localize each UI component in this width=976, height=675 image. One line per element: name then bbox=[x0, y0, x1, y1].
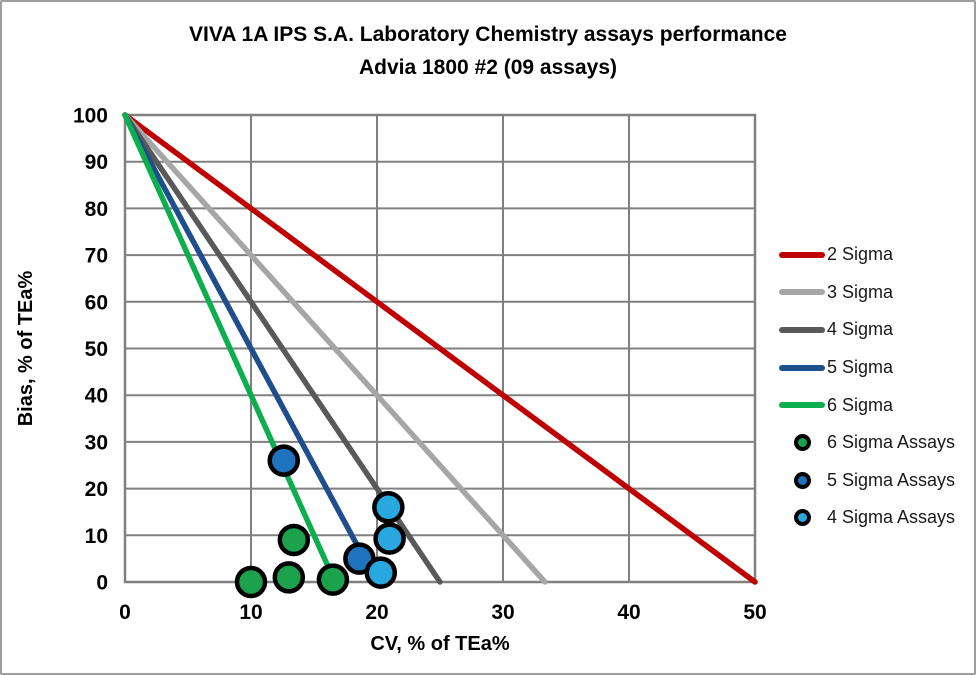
y-tick-label: 0 bbox=[96, 572, 108, 595]
chart-title-line2: Advia 1800 #2 (09 assays) bbox=[358, 56, 618, 79]
x-tick-label: 50 bbox=[743, 601, 766, 624]
y-tick-label: 30 bbox=[85, 431, 108, 454]
x-axis-title: CV, % of TEa% bbox=[370, 633, 510, 655]
assay-point-5-sigma-assays bbox=[267, 444, 301, 477]
sigma-line-3-sigma bbox=[122, 112, 548, 585]
x-tick-label: 30 bbox=[491, 601, 514, 624]
y-tick-label: 70 bbox=[85, 245, 108, 268]
dot-swatch bbox=[793, 471, 811, 489]
legend-item-4-sigma-assays: 4 Sigma Assays bbox=[779, 499, 955, 537]
dot-swatch bbox=[793, 434, 811, 452]
assay-point-6-sigma-assays bbox=[277, 523, 311, 557]
legend-line-swatch-icon bbox=[779, 289, 825, 296]
y-tick-label: 40 bbox=[85, 385, 108, 408]
y-tick-label: 80 bbox=[85, 198, 108, 221]
legend-item-4-sigma: 4 Sigma bbox=[779, 311, 955, 349]
legend-item-5-sigma: 5 Sigma bbox=[779, 349, 955, 387]
legend-label: 3 Sigma bbox=[827, 281, 894, 302]
y-tick-label: 90 bbox=[85, 151, 108, 174]
legend-label: 6 Sigma bbox=[827, 394, 894, 415]
x-tick-label: 20 bbox=[365, 601, 388, 624]
legend-label: 5 Sigma bbox=[827, 357, 894, 378]
line-swatch bbox=[779, 251, 825, 258]
legend-label: 4 Sigma bbox=[827, 319, 894, 340]
line-swatch bbox=[779, 364, 825, 371]
y-axis-title: Bias, % of TEa% bbox=[15, 270, 37, 426]
x-tick-label: 10 bbox=[239, 601, 262, 624]
y-tick-label: 10 bbox=[85, 525, 108, 548]
legend-item-5-sigma-assays: 5 Sigma Assays bbox=[779, 462, 955, 500]
legend-item-6-sigma-assays: 6 Sigma Assays bbox=[779, 424, 955, 462]
y-tick-label: 20 bbox=[85, 478, 108, 501]
legend-label: 5 Sigma Assays bbox=[827, 469, 956, 490]
assay-point-6-sigma-assays bbox=[234, 565, 268, 599]
chart-title-line1: VIVA 1A IPS S.A. Laboratory Chemistry as… bbox=[189, 23, 787, 46]
y-tick-label: 50 bbox=[85, 338, 108, 361]
legend-marker-swatch-icon bbox=[779, 471, 825, 489]
dot-swatch bbox=[793, 509, 811, 527]
assay-point-4-sigma-assays bbox=[364, 556, 398, 589]
line-swatch bbox=[779, 402, 825, 409]
sigma-line-6-sigma bbox=[122, 112, 338, 585]
legend-marker-swatch-icon bbox=[779, 509, 825, 527]
legend-line-swatch-icon bbox=[779, 402, 825, 409]
y-tick-label: 60 bbox=[85, 291, 108, 314]
sigma-line-5-sigma bbox=[122, 112, 380, 585]
line-swatch bbox=[779, 289, 825, 296]
line-swatch bbox=[779, 326, 825, 333]
assay-point-4-sigma-assays bbox=[372, 491, 405, 524]
y-tick-label: 100 bbox=[73, 105, 108, 128]
legend-label: 4 Sigma Assays bbox=[827, 507, 956, 528]
x-tick-label: 0 bbox=[119, 601, 131, 624]
legend-label: 6 Sigma Assays bbox=[827, 432, 956, 453]
legend-line-swatch-icon bbox=[779, 251, 825, 258]
chart-title: VIVA 1A IPS S.A. Laboratory Chemistry as… bbox=[2, 18, 974, 84]
legend-marker-swatch-icon bbox=[779, 434, 825, 452]
assay-point-4-sigma-assays bbox=[373, 522, 406, 555]
assay-point-6-sigma-assays bbox=[316, 563, 350, 596]
legend-line-swatch-icon bbox=[779, 326, 825, 333]
x-tick-label: 40 bbox=[617, 601, 640, 624]
legend-item-6-sigma: 6 Sigma bbox=[779, 386, 955, 424]
chart-legend: 2 Sigma 3 Sigma 4 Sigma 5 Sigma 6 Sigma 6 Sig… bbox=[779, 236, 955, 537]
legend-label: 2 Sigma bbox=[827, 244, 894, 265]
legend-line-swatch-icon bbox=[779, 364, 825, 371]
legend-item-2-sigma: 2 Sigma bbox=[779, 236, 955, 274]
assay-point-6-sigma-assays bbox=[272, 561, 306, 594]
sigma-line-2-sigma bbox=[122, 112, 758, 585]
legend-item-3-sigma: 3 Sigma bbox=[779, 274, 955, 312]
